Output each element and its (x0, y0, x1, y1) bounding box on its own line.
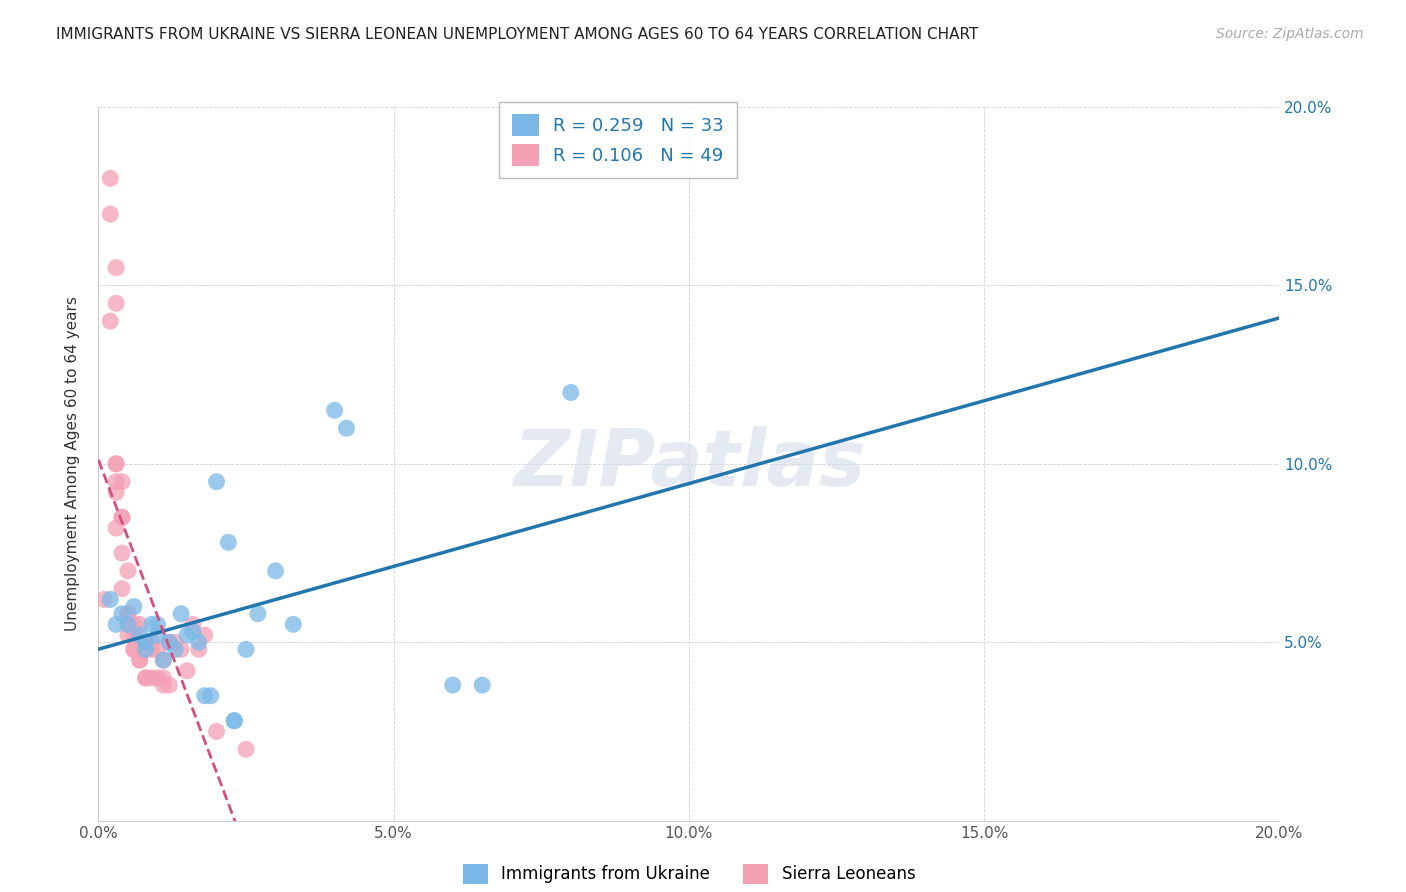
Point (235, 642, 257, 657)
Point (98, 207, 121, 221)
Point (170, 607, 193, 621)
Point (141, 635, 163, 649)
Point (111, 475, 134, 489)
Point (98, 592, 121, 607)
Point (122, 628, 145, 642)
Point (122, 599, 145, 614)
Point (141, 642, 163, 657)
Point (135, 635, 157, 649)
Point (152, 653, 174, 667)
Point (98, 171, 121, 186)
Point (141, 671, 163, 685)
Point (157, 635, 180, 649)
Point (205, 724, 228, 739)
Point (187, 642, 209, 657)
Text: Source: ZipAtlas.com: Source: ZipAtlas.com (1216, 27, 1364, 41)
Point (335, 421, 357, 435)
Point (135, 635, 157, 649)
Point (200, 689, 222, 703)
Point (152, 671, 174, 685)
Point (170, 642, 193, 657)
Point (264, 564, 287, 578)
Legend: R = 0.259   N = 33, R = 0.106   N = 49: R = 0.259 N = 33, R = 0.106 N = 49 (499, 102, 737, 178)
Text: ZIPatlas: ZIPatlas (513, 425, 865, 502)
Point (181, 624, 204, 639)
Point (146, 671, 169, 685)
Point (98, 314, 121, 328)
Point (157, 635, 180, 649)
Point (235, 742, 257, 756)
Point (176, 628, 198, 642)
Point (194, 689, 217, 703)
Y-axis label: Unemployment Among Ages 60 to 64 years: Unemployment Among Ages 60 to 64 years (65, 296, 80, 632)
Point (187, 635, 209, 649)
Point (105, 521, 128, 535)
Point (128, 653, 150, 667)
Point (141, 617, 163, 632)
Point (105, 457, 128, 471)
Point (117, 628, 139, 642)
Point (165, 635, 187, 649)
Point (224, 714, 246, 728)
Point (157, 678, 180, 692)
Point (176, 664, 198, 678)
Point (111, 546, 134, 560)
Point (135, 642, 157, 657)
Point (117, 607, 139, 621)
Point (135, 671, 157, 685)
Point (323, 403, 346, 417)
Point (181, 617, 204, 632)
Point (146, 642, 169, 657)
Point (111, 510, 134, 524)
Point (471, 678, 494, 692)
Point (105, 485, 128, 500)
Point (122, 617, 145, 632)
Point (128, 628, 150, 642)
Point (117, 564, 139, 578)
Text: IMMIGRANTS FROM UKRAINE VS SIERRA LEONEAN UNEMPLOYMENT AMONG AGES 60 TO 64 YEARS: IMMIGRANTS FROM UKRAINE VS SIERRA LEONEA… (56, 27, 979, 42)
Point (105, 617, 128, 632)
Point (152, 678, 174, 692)
Point (122, 642, 145, 657)
Point (283, 617, 305, 632)
Point (194, 628, 217, 642)
Point (146, 617, 169, 632)
Point (105, 296, 128, 310)
Point (224, 714, 246, 728)
Point (117, 607, 139, 621)
Point (128, 617, 150, 632)
Point (111, 510, 134, 524)
Point (441, 678, 464, 692)
Point (246, 607, 269, 621)
Point (111, 607, 134, 621)
Point (105, 475, 128, 489)
Point (122, 642, 145, 657)
Point (205, 475, 228, 489)
Point (117, 617, 139, 632)
Point (93, 592, 115, 607)
Point (135, 671, 157, 685)
Point (165, 642, 187, 657)
Point (146, 628, 169, 642)
Point (152, 653, 174, 667)
Point (217, 535, 239, 549)
Point (105, 457, 128, 471)
Point (560, 385, 582, 400)
Point (128, 653, 150, 667)
Point (111, 582, 134, 596)
Point (117, 617, 139, 632)
Point (105, 260, 128, 275)
